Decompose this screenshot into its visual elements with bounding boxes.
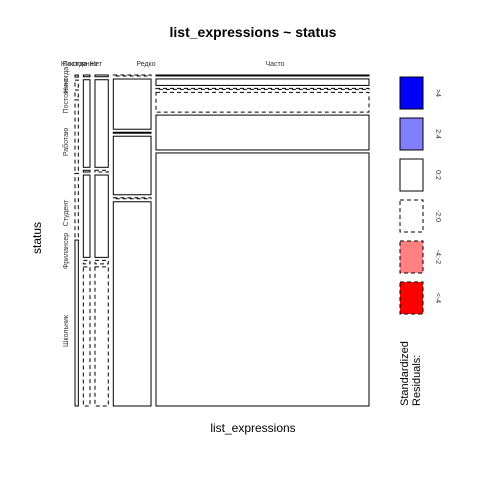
legend-swatch (399, 199, 424, 233)
mosaic-tile (74, 89, 79, 98)
x-tick-label: Нет (90, 61, 103, 68)
mosaic-tile (112, 197, 152, 200)
mosaic-tile (82, 169, 91, 173)
legend-swatch (399, 76, 424, 110)
mosaic-tile (94, 74, 109, 78)
y-tick-label: Постоянно (63, 78, 70, 113)
legend-swatch (399, 240, 424, 274)
y-axis-label: status (30, 222, 44, 254)
mosaic-tile (74, 99, 79, 171)
legend-label: 0:2 (434, 170, 441, 180)
mosaic-tile (155, 91, 370, 113)
mosaic-tile (82, 79, 91, 168)
legend-title: Residuals: (411, 355, 423, 406)
x-tick-label: Часто (265, 61, 284, 68)
mosaic-tile (112, 74, 152, 77)
mosaic-tile (82, 174, 91, 258)
legend-label: 2:4 (434, 129, 441, 139)
legend-swatch (399, 117, 424, 151)
mosaic-tile (82, 74, 91, 78)
mosaic-tile (74, 172, 79, 238)
mosaic-tile (94, 79, 109, 168)
y-tick-label: Школьник (63, 314, 70, 347)
chart-title: list_expressions ~ status (170, 24, 337, 40)
mosaic-tile (155, 152, 370, 407)
mosaic-tile (94, 266, 109, 407)
y-tick-label: Студент (63, 199, 70, 226)
mosaic-tile (94, 259, 109, 265)
mosaic-tile (112, 135, 152, 196)
y-tick-label: Никогда (63, 67, 70, 93)
legend-title: Standardized (399, 341, 411, 406)
legend-swatch (399, 158, 424, 192)
mosaic-tile (82, 266, 91, 407)
legend-label: <-4 (434, 293, 441, 303)
mosaic-tile (74, 79, 79, 88)
mosaic-tile (155, 114, 370, 151)
mosaic-tile (94, 169, 109, 173)
mosaic-tile (94, 174, 109, 258)
legend-label: -4:-2 (434, 250, 441, 265)
legend-label: >4 (434, 89, 441, 97)
y-tick-label: Работаю (62, 128, 70, 156)
y-tick-label: Фрилансер (63, 233, 70, 269)
x-axis-label: list_expressions (210, 421, 295, 435)
legend-swatch (399, 281, 424, 315)
mosaic-tile (112, 131, 152, 134)
x-tick-label: Редко (136, 61, 155, 68)
mosaic-tile (112, 201, 152, 407)
mosaic-tile (155, 74, 370, 77)
mosaic-tile (82, 259, 91, 265)
mosaic-tile (155, 87, 370, 90)
mosaic-tile (112, 78, 152, 130)
legend-label: -2:0 (434, 210, 441, 222)
x-tick-label: Никогда (61, 61, 87, 68)
x-tick-label: Постоянно (63, 61, 98, 68)
mosaic-tile (74, 239, 79, 407)
mosaic-tile (74, 74, 79, 78)
mosaic-tile (155, 78, 370, 86)
